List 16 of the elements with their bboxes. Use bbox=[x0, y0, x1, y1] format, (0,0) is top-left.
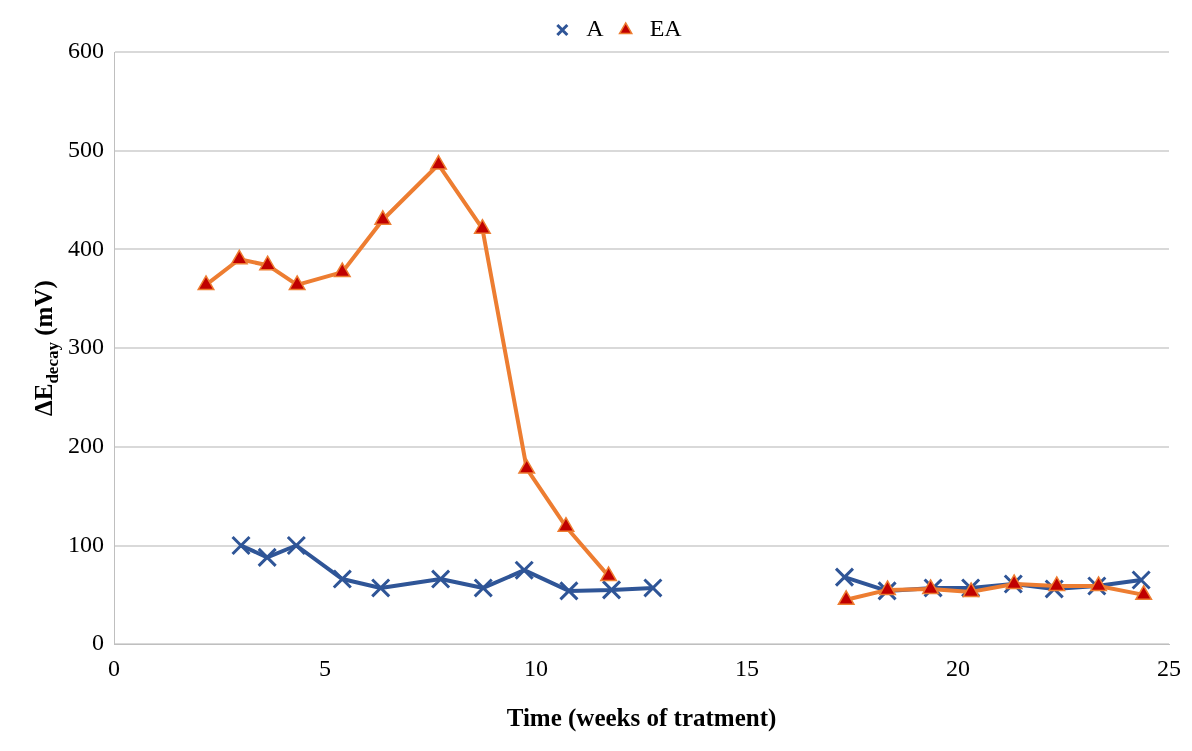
x-tick-label: 5 bbox=[319, 654, 331, 681]
y-tick-label: 0 bbox=[92, 629, 104, 656]
y-tick-label: 500 bbox=[68, 136, 104, 162]
y-tick-label: 100 bbox=[68, 530, 104, 557]
y-tick-label: 300 bbox=[68, 333, 104, 360]
legend-label: EA bbox=[649, 15, 683, 42]
y-tick-label: 200 bbox=[68, 432, 104, 459]
x-tick-label: 25 bbox=[1157, 654, 1181, 681]
x-axis-title: Time (weeks of tratment) bbox=[506, 704, 777, 733]
y-axis-title: ΔEdecay (mV) bbox=[30, 280, 63, 416]
x-tick-label: 20 bbox=[946, 654, 970, 681]
y-tick-label: 600 bbox=[68, 37, 104, 64]
legend-label: A bbox=[586, 15, 605, 42]
x-tick-label: 10 bbox=[524, 654, 548, 681]
y-tick-label: 400 bbox=[68, 234, 104, 261]
x-tick-label: 15 bbox=[735, 654, 759, 681]
